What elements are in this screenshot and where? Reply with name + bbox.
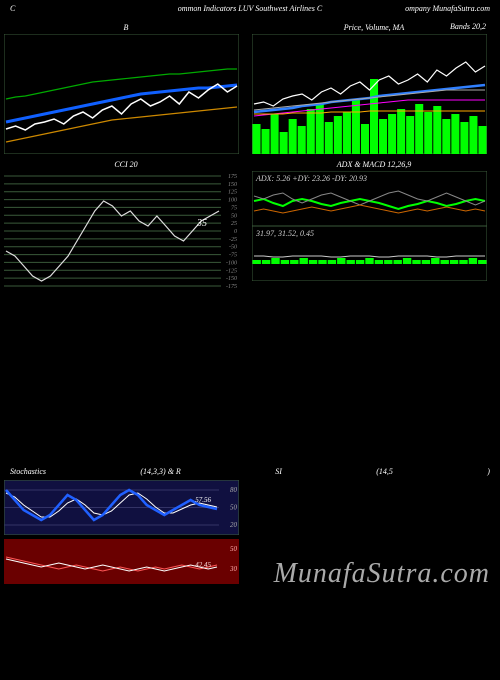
bollinger-title: B <box>4 21 248 34</box>
cci-title: CCI 20 <box>4 158 248 171</box>
svg-text:31.97, 31.52, 0.45: 31.97, 31.52, 0.45 <box>255 229 314 238</box>
svg-text:100: 100 <box>228 198 237 204</box>
header-left: C <box>10 4 170 13</box>
svg-text:-125: -125 <box>226 268 237 274</box>
watermark: MunafaSutra.com <box>274 558 490 590</box>
bollinger-chart <box>4 34 239 154</box>
stoch-label: Stochastics <box>10 467 46 476</box>
cci-chart: 175 150 125 10075 50 25 0 -25 -50 -75-100 -125 -150… <box>4 171 239 291</box>
bands-label: Bands 20,2 <box>450 22 486 31</box>
header-center: ommon Indicators LUV Southwest Airlines … <box>170 4 330 13</box>
svg-text:-50: -50 <box>229 245 237 251</box>
si-label: SI <box>275 467 282 476</box>
svg-text:50: 50 <box>230 504 238 512</box>
adx-title: ADX & MACD 12,26,9 <box>252 158 496 171</box>
svg-text:ADX: 5.26 +DY: 23.26 -DY: 20: ADX: 5.26 +DY: 23.26 -DY: 20.93 <box>255 174 367 183</box>
price-panel: Price, Volume, MA <box>252 21 496 154</box>
svg-text:125: 125 <box>228 190 237 196</box>
adx-chart: ADX: 5.26 +DY: 23.26 -DY: 20.93 <box>252 171 487 226</box>
svg-text:50: 50 <box>231 213 237 219</box>
si-end: ) <box>487 467 490 476</box>
header-right: ompany MunafaSutra.com <box>330 4 490 13</box>
svg-text:25: 25 <box>231 221 237 227</box>
svg-text:-25: -25 <box>229 237 237 243</box>
svg-text:42.45: 42.45 <box>195 561 211 569</box>
rsi-chart: 50 30 42.45 <box>4 539 239 584</box>
svg-text:150: 150 <box>228 182 237 188</box>
svg-text:35: 35 <box>196 218 207 229</box>
page-header: C ommon Indicators LUV Southwest Airline… <box>0 0 500 17</box>
stoch-params: (14,3,3) & R <box>140 467 180 476</box>
chart-container: B Price, Volume, MA CCI 20 175 150 125 1007… <box>0 17 500 295</box>
macd-chart: 31.97, 31.52, 0.45 <box>252 226 487 281</box>
adx-panel: ADX & MACD 12,26,9 ADX: 5.26 +DY: 23.26 … <box>252 158 496 291</box>
svg-text:57.56: 57.56 <box>195 496 211 504</box>
svg-text:80: 80 <box>230 486 238 494</box>
svg-text:50: 50 <box>230 545 238 553</box>
stochastics-chart: 80 50 20 57.56 <box>4 480 239 535</box>
svg-text:175: 175 <box>228 174 237 180</box>
bollinger-panel: B <box>4 21 248 154</box>
svg-text:75: 75 <box>231 205 237 211</box>
svg-text:0: 0 <box>234 229 237 235</box>
svg-text:-100: -100 <box>226 260 237 266</box>
price-chart <box>252 34 487 154</box>
cci-panel: CCI 20 175 150 125 10075 50 25 0 -25 -50 -75-100 -… <box>4 158 248 291</box>
stoch-title-row: Stochastics (14,3,3) & R SI (14,5 ) <box>0 465 500 478</box>
svg-text:-75: -75 <box>229 253 237 259</box>
svg-text:-175: -175 <box>226 284 237 290</box>
svg-text:30: 30 <box>229 565 238 573</box>
svg-text:-150: -150 <box>226 276 237 282</box>
svg-text:20: 20 <box>230 521 238 529</box>
si-params: (14,5 <box>376 467 393 476</box>
